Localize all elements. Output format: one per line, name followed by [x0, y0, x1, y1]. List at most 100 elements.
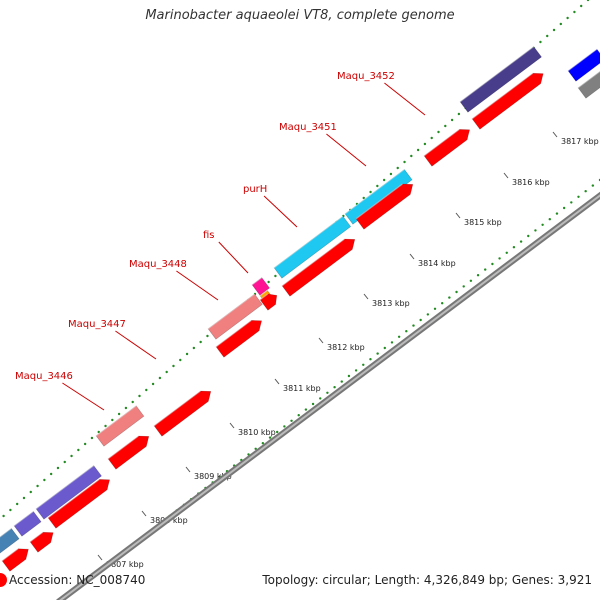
gc-dot-outer — [179, 358, 182, 362]
cog-block-12-highlight — [577, 70, 600, 89]
scale-tick-mark — [141, 510, 147, 517]
gc-dot-outer — [199, 340, 202, 344]
cds-arrow-1 — [1, 548, 29, 572]
gc-dot-outer — [151, 382, 155, 386]
gc-dot-outer — [104, 424, 107, 428]
gc-dot-outer — [22, 496, 26, 500]
gc-dot-outer — [172, 364, 175, 368]
gc-dot-inner — [383, 346, 386, 350]
gc-dot-outer — [145, 388, 148, 392]
genome-summary-text: Topology: circular; Length: 4,326,849 bp… — [262, 573, 592, 587]
gene-labels: Maqu_3446 Maqu_3447 Maqu_3448 fis purH Maqu_3… — [15, 71, 426, 411]
scale-tick-3812-kbp: 3812 kbp — [327, 343, 365, 352]
cds-arrow-5-highlight — [153, 390, 201, 427]
gc-dot-outer — [29, 490, 32, 494]
gc-dot-inner — [584, 190, 587, 193]
cds-arrow-6-highlight — [215, 319, 252, 348]
gc-dot-inner — [290, 419, 293, 422]
scale-tick-mark — [455, 212, 461, 219]
gc-dot-outer — [185, 352, 189, 356]
gc-dot-outer — [83, 442, 87, 446]
gc-dot-inner — [347, 374, 351, 378]
gc-dot-outer — [580, 4, 583, 8]
scale-tick-3807-kbp: 3807 kbp — [106, 560, 144, 569]
cog-block-9-highlight — [344, 168, 405, 215]
accession-marker-icon — [0, 573, 7, 587]
scale-tick-mark — [409, 253, 415, 260]
gc-dot-inner — [419, 318, 422, 322]
gene-leader-line — [326, 133, 367, 167]
gc-dot-inner — [369, 358, 372, 361]
gc-dot-outer — [49, 472, 53, 476]
cds-arrow-2 — [29, 531, 54, 553]
gc-dot-outer — [131, 400, 134, 404]
gc-dot-outer — [382, 178, 386, 182]
gc-dot-inner — [319, 397, 322, 400]
gc-dot-inner — [577, 195, 580, 198]
scale-tick-3811-kbp: 3811 kbp — [283, 384, 321, 393]
gene-label-maqu_3452: Maqu_3452 — [337, 71, 395, 82]
gc-dot-inner — [254, 447, 257, 450]
cog-block-7-highlight — [259, 289, 268, 297]
gc-dot-outer — [43, 478, 46, 482]
gc-dot-inner — [362, 363, 365, 366]
gc-dot-outer — [546, 34, 549, 38]
gc-dot-outer — [9, 508, 12, 512]
cds-arrow-4-highlight — [107, 435, 139, 460]
scale-tick-mark — [229, 422, 235, 429]
scale-tick-3816-kbp: 3816 kbp — [512, 178, 550, 187]
gc-dot-outer — [552, 28, 556, 32]
gc-dot-outer — [457, 112, 461, 116]
gc-dot-inner — [491, 262, 494, 266]
scale-tick-mark — [318, 337, 324, 344]
gc-dot-outer — [124, 406, 128, 410]
gc-dot-inner — [426, 313, 430, 316]
gc-dot-outer — [36, 484, 39, 488]
gc-dot-outer — [2, 514, 5, 518]
gc-dot-outer — [389, 172, 393, 176]
gc-dot-inner — [304, 408, 308, 411]
scale-tick-3813-kbp: 3813 kbp — [372, 299, 410, 308]
scale-tick-mark — [363, 293, 369, 300]
gc-dot-inner — [390, 341, 394, 344]
gene-label-fis: fis — [203, 230, 215, 241]
gc-dot-inner — [455, 290, 458, 294]
gc-dot-inner — [498, 257, 501, 260]
gc-dot-inner — [519, 240, 523, 243]
cog-block-12 — [577, 70, 600, 99]
gc-dot-outer — [274, 274, 277, 278]
gc-dot-outer — [586, 0, 590, 2]
gc-dot-outer — [403, 160, 406, 164]
cog-block-5 — [207, 293, 263, 340]
cog-block-3-highlight — [35, 465, 95, 510]
gc-dot-inner — [333, 386, 336, 389]
cds-arrow-7 — [259, 293, 278, 311]
cds-arrow-6 — [215, 320, 262, 358]
cog-block-5-highlight — [207, 293, 255, 330]
gene-leader-line — [263, 195, 298, 228]
map-title: Marinobacter aquaeolei VT8, complete gen… — [145, 8, 455, 23]
gc-dot-outer — [559, 22, 563, 26]
cds-arrow-8-highlight — [281, 238, 345, 287]
gc-dot-outer — [70, 454, 73, 458]
cog-block-6 — [251, 277, 270, 296]
gene-leader-line — [115, 330, 157, 360]
cog-block-1-highlight — [0, 527, 12, 538]
gc-dot-inner — [326, 391, 329, 394]
gc-dot-inner — [462, 285, 465, 288]
cog-block-4-highlight — [95, 405, 137, 437]
gc-dot-inner — [527, 234, 530, 238]
cds-arrow-1-highlight — [1, 548, 19, 562]
gc-dot-inner — [512, 246, 516, 249]
gc-dot-inner — [469, 279, 473, 282]
cog-block-2 — [13, 510, 42, 537]
cog-track — [0, 46, 600, 554]
gc-dot-inner — [276, 430, 279, 434]
gc-dot-outer — [117, 412, 121, 416]
cog-block-1 — [0, 527, 20, 554]
gc-dot-outer — [63, 460, 66, 464]
gc-dot-inner — [297, 414, 300, 417]
scale-tick-3814-kbp: 3814 kbp — [418, 259, 456, 268]
